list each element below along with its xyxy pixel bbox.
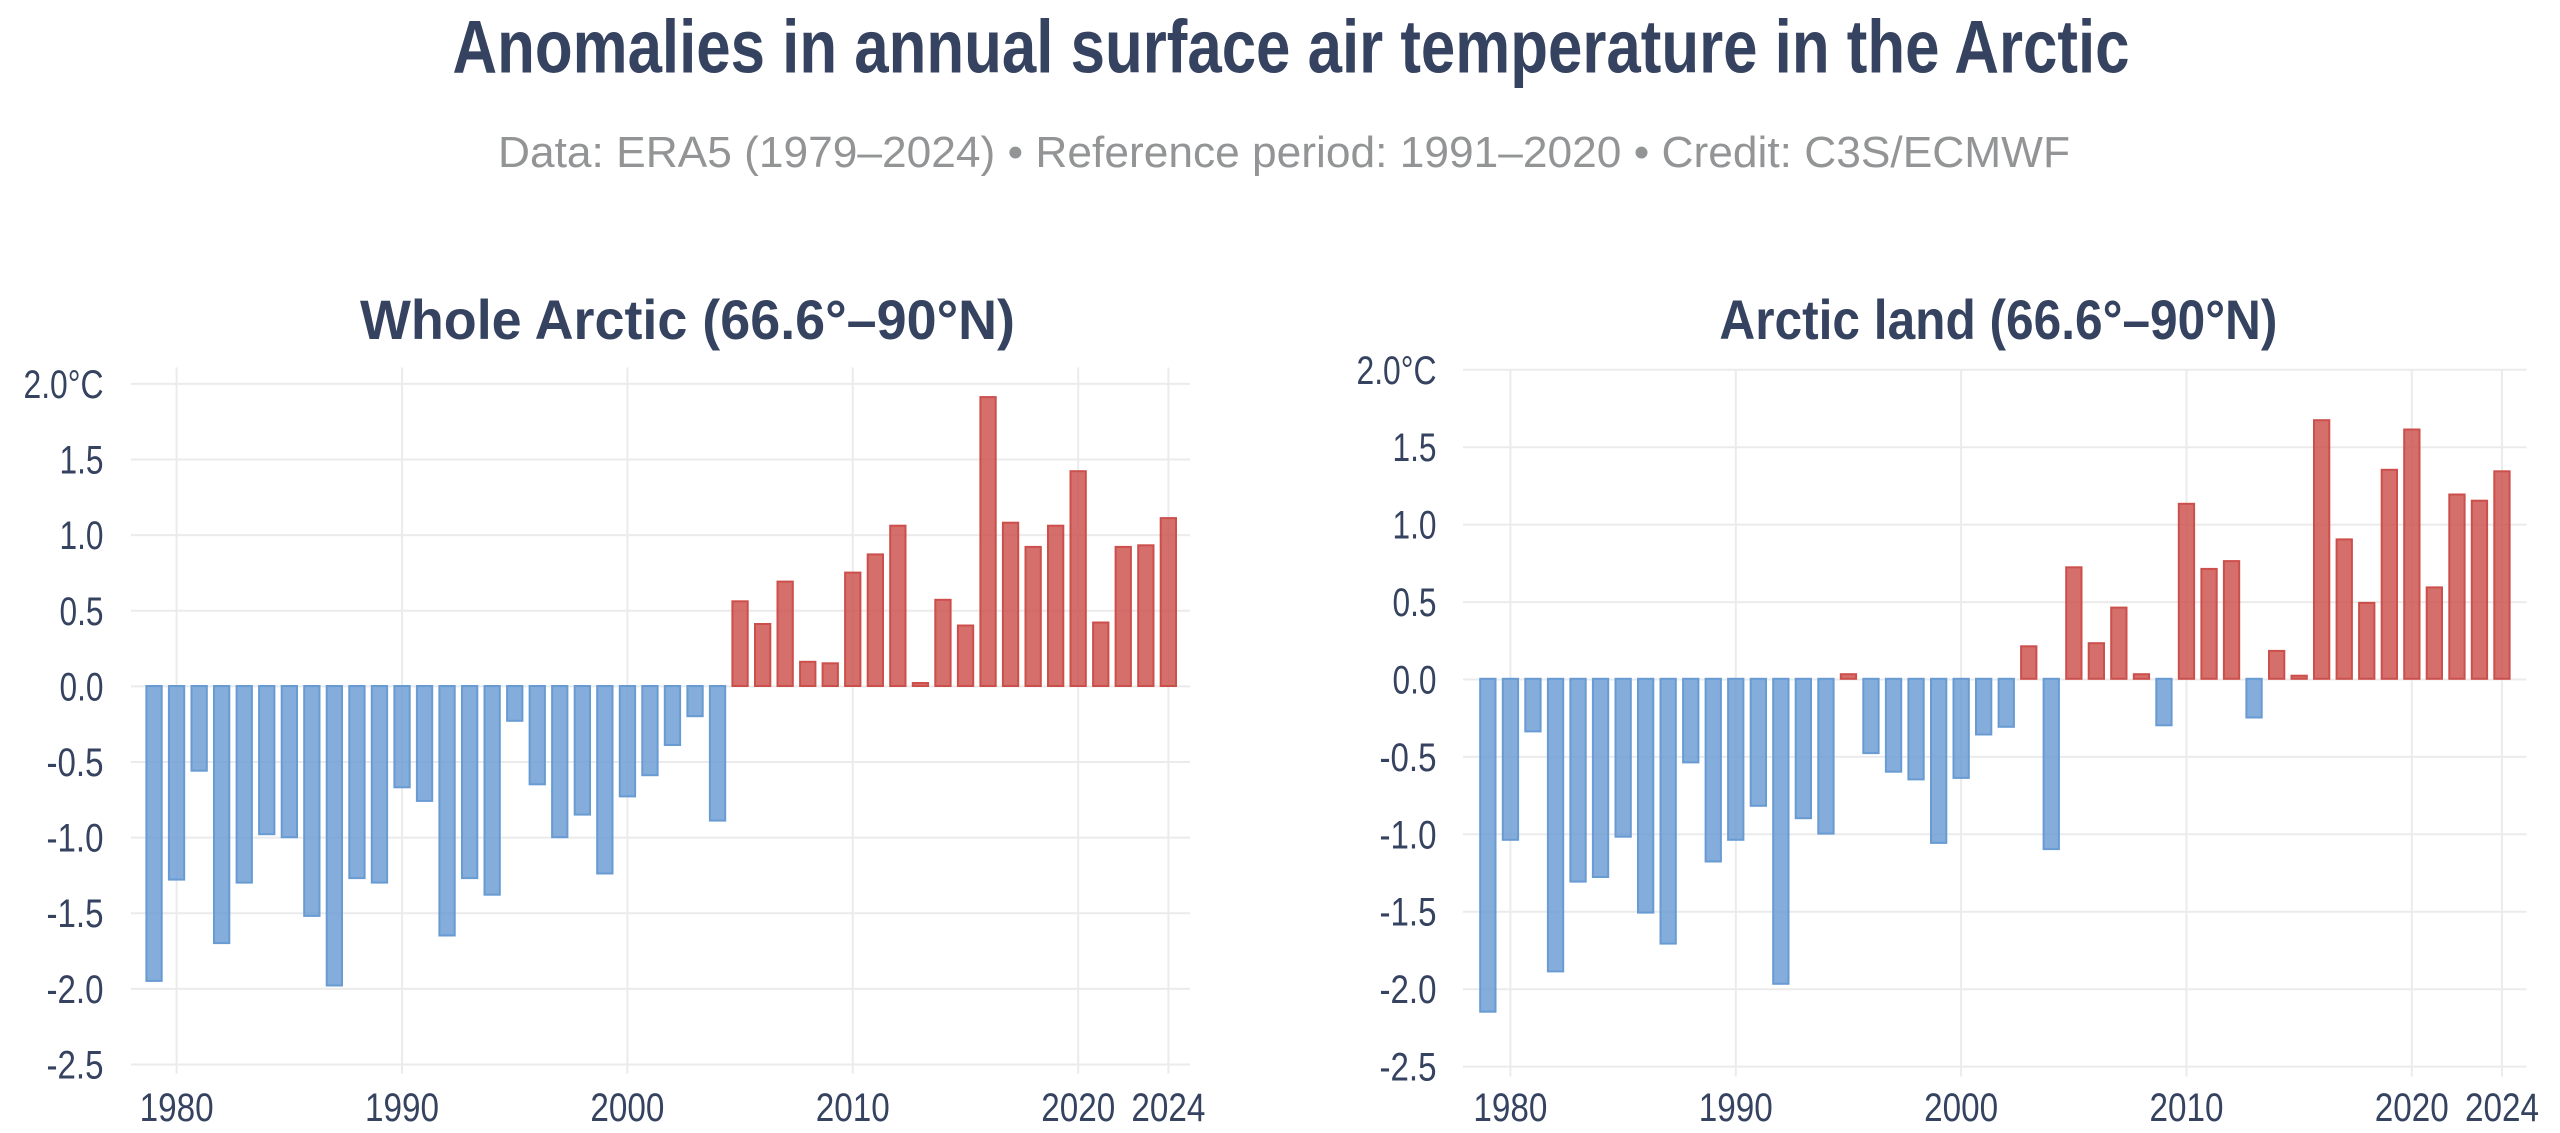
svg-text:-2.5: -2.5 [47, 1044, 104, 1088]
svg-text:-0.5: -0.5 [47, 741, 104, 785]
svg-text:2000: 2000 [590, 1086, 664, 1130]
svg-text:1.5: 1.5 [60, 439, 104, 483]
svg-text:-0.5: -0.5 [1380, 736, 1437, 780]
svg-text:Arctic land (66.6°–90°N): Arctic land (66.6°–90°N) [1719, 288, 2277, 351]
svg-text:1.0: 1.0 [60, 514, 104, 558]
svg-text:Whole Arctic (66.6°–90°N): Whole Arctic (66.6°–90°N) [360, 288, 1015, 351]
svg-text:Anomalies in annual surface ai: Anomalies in annual surface air temperat… [453, 5, 2130, 89]
svg-text:1.0: 1.0 [1393, 504, 1437, 548]
svg-text:0.5: 0.5 [60, 590, 104, 634]
svg-text:1980: 1980 [140, 1086, 214, 1130]
svg-text:2010: 2010 [2150, 1086, 2224, 1130]
svg-text:-1.5: -1.5 [1380, 891, 1437, 935]
svg-text:2.0°C: 2.0°C [1357, 349, 1437, 393]
svg-text:0.5: 0.5 [1393, 581, 1437, 625]
svg-text:-2.0: -2.0 [1380, 968, 1437, 1012]
svg-text:2024: 2024 [2465, 1086, 2539, 1130]
svg-text:-2.0: -2.0 [47, 968, 104, 1012]
svg-text:2024: 2024 [1131, 1086, 1205, 1130]
svg-text:-1.0: -1.0 [1380, 813, 1437, 857]
svg-text:0.0: 0.0 [1393, 659, 1437, 703]
svg-text:2010: 2010 [816, 1086, 890, 1130]
svg-text:2.0°C: 2.0°C [24, 363, 104, 407]
svg-text:2020: 2020 [2375, 1086, 2449, 1130]
svg-text:0.0: 0.0 [60, 665, 104, 709]
svg-text:1.5: 1.5 [1393, 426, 1437, 470]
svg-text:1990: 1990 [1699, 1086, 1773, 1130]
svg-text:Data: ERA5 (1979–2024) • Refer: Data: ERA5 (1979–2024) • Reference perio… [498, 128, 2070, 177]
svg-text:2020: 2020 [1041, 1086, 1115, 1130]
svg-text:-2.5: -2.5 [1380, 1046, 1437, 1090]
svg-text:-1.5: -1.5 [47, 892, 104, 936]
svg-text:1980: 1980 [1473, 1086, 1547, 1130]
svg-text:2000: 2000 [1924, 1086, 1998, 1130]
svg-text:-1.0: -1.0 [47, 817, 104, 861]
svg-text:1990: 1990 [365, 1086, 439, 1130]
